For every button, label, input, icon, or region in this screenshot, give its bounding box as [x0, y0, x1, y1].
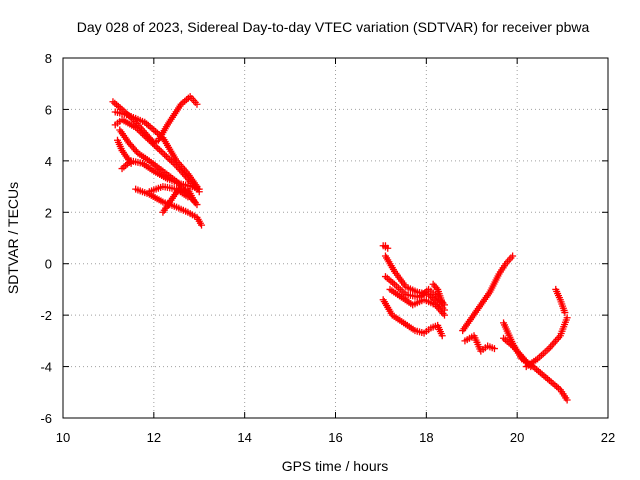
y-tick-labels: -6 -4 -2 0 2 4 6 8 [40, 51, 52, 426]
data-point [184, 193, 192, 201]
data-point [490, 345, 498, 353]
x-tick-label: 14 [237, 430, 251, 445]
x-tick-label: 10 [56, 430, 70, 445]
data-point [198, 221, 206, 229]
data-series [459, 252, 517, 335]
data-point [162, 152, 170, 160]
data-series [379, 242, 392, 252]
x-tick-label: 16 [328, 430, 342, 445]
x-tick-label: 12 [147, 430, 161, 445]
x-tick-label: 22 [601, 430, 615, 445]
data-point [171, 160, 179, 168]
data-point [561, 309, 569, 317]
data-point [161, 151, 169, 159]
data-series [522, 314, 571, 371]
data-point [157, 148, 165, 156]
data-point [381, 242, 389, 250]
x-axis-label: GPS time / hours [282, 458, 389, 474]
data-point [563, 314, 571, 322]
y-tick-label: 8 [45, 51, 52, 66]
data-series [379, 296, 446, 340]
grid [63, 58, 608, 418]
data-point [191, 198, 199, 206]
data-series [461, 332, 498, 355]
data-point [159, 149, 167, 157]
data-series [552, 285, 569, 317]
y-tick-label: -6 [40, 411, 52, 426]
data-points [109, 93, 571, 404]
y-tick-label: 2 [45, 205, 52, 220]
data-point [154, 144, 162, 152]
data-point [438, 298, 446, 306]
data-series [114, 136, 135, 167]
data-point [193, 100, 201, 108]
data-point [195, 185, 203, 193]
x-tick-label: 18 [419, 430, 433, 445]
y-tick-label: 4 [45, 154, 52, 169]
data-point [156, 146, 164, 154]
x-tick-labels: 10 12 14 16 18 20 22 [56, 430, 615, 445]
axis-ticks [62, 57, 609, 419]
y-axis-label: SDTVAR / TECUs [5, 182, 21, 294]
data-point [509, 252, 517, 260]
data-series [145, 183, 192, 201]
data-point [441, 311, 448, 319]
y-tick-label: 0 [45, 257, 52, 272]
data-series [429, 280, 446, 306]
y-tick-label: -4 [40, 360, 52, 375]
y-tick-label: -2 [40, 308, 52, 323]
data-point [438, 332, 446, 340]
data-point [563, 396, 571, 404]
x-tick-label: 20 [510, 430, 524, 445]
data-series [111, 116, 201, 193]
data-series [118, 157, 203, 193]
chart-title: Day 028 of 2023, Sidereal Day-to-day VTE… [77, 19, 590, 35]
data-series [386, 285, 448, 319]
y-tick-label: 6 [45, 102, 52, 117]
